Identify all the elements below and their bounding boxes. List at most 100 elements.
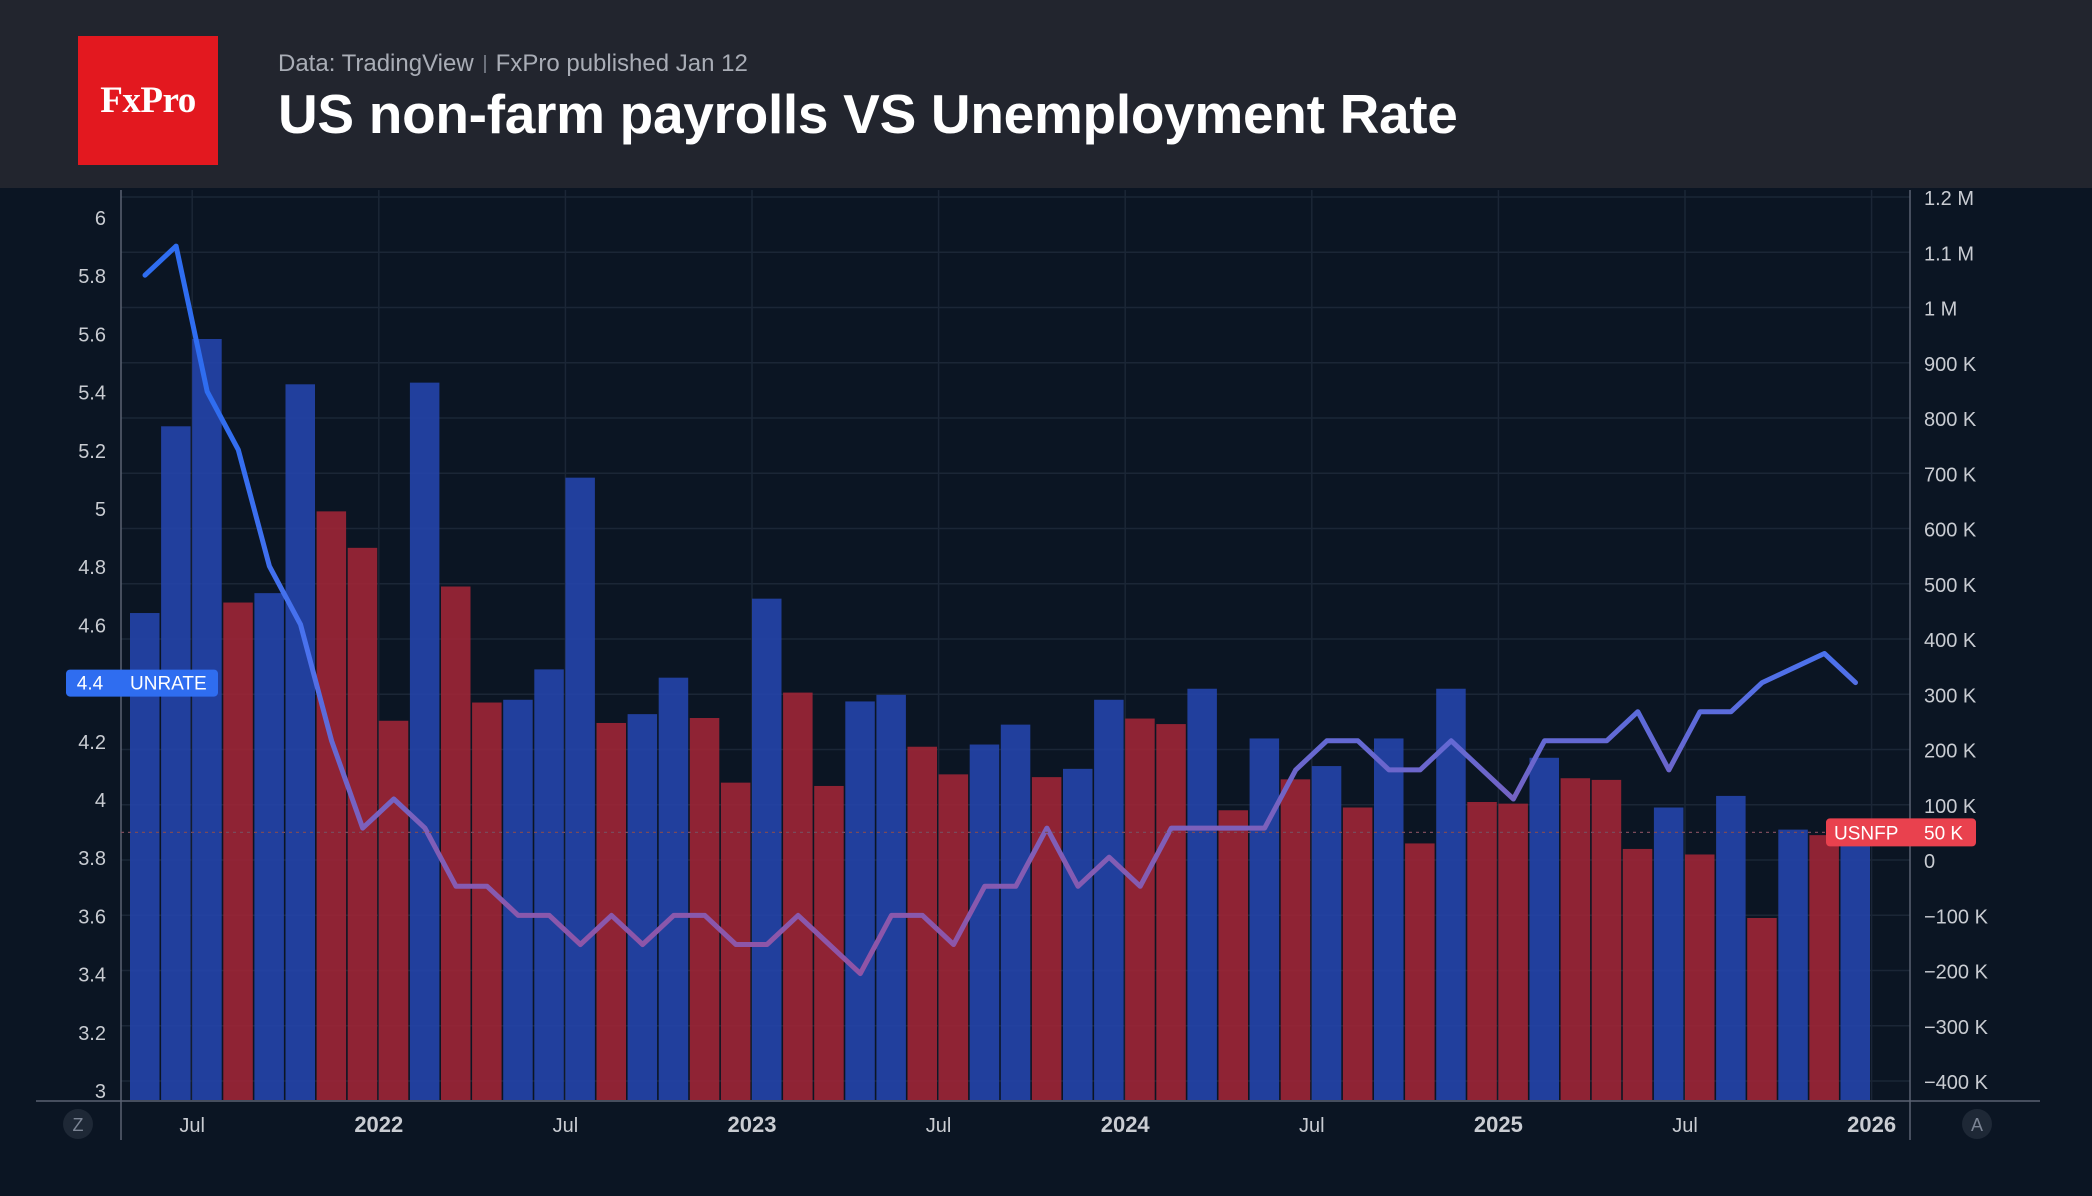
left-tick-label: 5.2 — [78, 441, 106, 463]
right-tick-label: −300 K — [1924, 1017, 1989, 1039]
last-value-badges: 4.4 UNRATE USNFP 50 K — [66, 669, 1976, 847]
auto-scale-button — [1962, 1109, 1992, 1139]
usnfp-bar — [1653, 807, 1684, 1100]
right-tick-label: 500 K — [1924, 575, 1977, 597]
usnfp-bar — [783, 692, 813, 1100]
usnfp-bar — [1405, 843, 1435, 1100]
usnfp-bar — [285, 384, 315, 1100]
usnfp-bar — [1436, 688, 1466, 1100]
x-tick-label: Jul — [1672, 1115, 1698, 1137]
x-tick-label: 2025 — [1474, 1112, 1523, 1137]
right-tick-label: 800 K — [1924, 409, 1977, 431]
usnfp-bar — [1374, 738, 1404, 1100]
usnfp-bar — [1094, 699, 1124, 1100]
right-tick-label: 1.2 M — [1924, 188, 1974, 210]
right-tick-label: −400 K — [1924, 1072, 1989, 1094]
chart-title: US non-farm payrolls VS Unemployment Rat… — [278, 83, 1458, 145]
usnfp-bar — [161, 426, 191, 1101]
unrate-badge-value: 4.4 — [77, 674, 104, 695]
x-tick-label: Jul — [926, 1115, 952, 1137]
chart-header: FxPro Data: TradingView FxPro published J… — [0, 0, 2092, 188]
usnfp-bar — [1218, 810, 1248, 1100]
usnfp-bar — [192, 338, 222, 1100]
usnfp-bar — [1280, 779, 1311, 1100]
right-tick-label: −100 K — [1924, 906, 1989, 928]
zoom-button-label: Z — [73, 1115, 84, 1135]
usnfp-bar — [1342, 807, 1373, 1100]
auto-button-label: A — [1971, 1115, 1983, 1135]
fxpro-logo: FxPro — [78, 36, 218, 165]
usnfp-bar — [658, 677, 689, 1100]
usnfp-bar — [1529, 757, 1559, 1100]
left-tick-label: 4.8 — [78, 557, 106, 579]
published-date: FxPro published Jan 12 — [495, 50, 748, 77]
usnfp-bar — [1591, 779, 1622, 1100]
usnfp-bar — [845, 701, 875, 1100]
left-tick-label: 3.6 — [78, 906, 106, 928]
left-tick-label: 6 — [95, 208, 106, 230]
separator — [483, 55, 486, 73]
usnfp-bar — [1156, 724, 1186, 1100]
usnfp-badge-name: USNFP — [1834, 823, 1898, 844]
usnfp-bars — [130, 338, 1870, 1101]
usnfp-bar — [1311, 766, 1342, 1100]
left-tick-label: 4.2 — [78, 732, 106, 754]
right-tick-label: 700 K — [1924, 464, 1977, 486]
usnfp-bar — [1187, 688, 1217, 1100]
usnfp-bar — [503, 699, 533, 1100]
usnfp-bar — [1840, 832, 1870, 1100]
left-tick-label: 5 — [95, 499, 106, 521]
usnfp-bar — [378, 720, 409, 1100]
usnfp-bar — [1716, 795, 1746, 1100]
right-tick-label: 1.1 M — [1924, 243, 1974, 265]
x-tick-label: Jul — [1299, 1115, 1325, 1137]
unrate-badge-name: UNRATE — [130, 674, 207, 695]
usnfp-bar — [409, 382, 440, 1100]
left-tick-label: 5.6 — [78, 324, 106, 346]
usnfp-bar — [223, 602, 253, 1100]
right-tick-label: 900 K — [1924, 354, 1977, 376]
x-tick-label: Jul — [179, 1115, 205, 1137]
usnfp-bar — [1000, 724, 1031, 1100]
x-tick-label: 2024 — [1101, 1112, 1151, 1137]
left-tick-label: 3.2 — [78, 1023, 106, 1045]
usnfp-bar — [1685, 854, 1715, 1100]
usnfp-bar — [1063, 768, 1093, 1100]
data-source: Data: TradingView — [278, 50, 474, 77]
left-tick-label: 5.8 — [78, 266, 106, 288]
left-tick-label: 4 — [95, 790, 106, 812]
left-tick-label: 5.4 — [78, 383, 106, 405]
usnfp-bar — [534, 669, 564, 1100]
usnfp-bar — [876, 694, 906, 1100]
right-tick-label: 200 K — [1924, 741, 1977, 763]
usnfp-badge-value: 50 K — [1924, 823, 1963, 844]
usnfp-bar — [565, 477, 595, 1100]
left-tick-label: 3 — [95, 1081, 106, 1103]
unrate-badge — [66, 669, 218, 697]
usnfp-bar — [1467, 801, 1497, 1100]
right-tick-label: 400 K — [1924, 630, 1977, 652]
x-tick-label: 2026 — [1847, 1112, 1896, 1137]
usnfp-bar — [1031, 777, 1062, 1100]
usnfp-bar — [472, 702, 502, 1100]
unrate-line — [142, 243, 1858, 977]
usnfp-bar — [1125, 718, 1155, 1100]
usnfp-bar — [254, 593, 284, 1100]
right-tick-label: −200 K — [1924, 962, 1989, 984]
usnfp-bar — [1498, 803, 1528, 1100]
logo-text: FxPro — [100, 80, 196, 121]
source-line: Data: TradingView FxPro published Jan 12 — [278, 50, 748, 78]
right-tick-label: 600 K — [1924, 520, 1977, 542]
usnfp-bar — [1622, 848, 1653, 1100]
chart-area[interactable]: 6 5.8 5.6 5.4 5.2 5 4.8 4.6 4.4 4.2 4 3.8 3.6 3.4 3.2 3… — [0, 188, 2092, 1196]
usnfp-bar — [596, 722, 626, 1100]
right-tick-label: 100 K — [1924, 796, 1977, 818]
left-tick-label: 4.6 — [78, 615, 106, 637]
unrate-line-layer — [142, 243, 1858, 977]
x-tick-label: 2022 — [354, 1112, 403, 1137]
usnfp-bar — [969, 744, 1000, 1100]
right-tick-label: 0 — [1924, 851, 1935, 873]
zoom-reset-button — [63, 1109, 93, 1139]
usnfp-bar — [1747, 918, 1777, 1100]
usnfp-bar — [752, 598, 782, 1100]
